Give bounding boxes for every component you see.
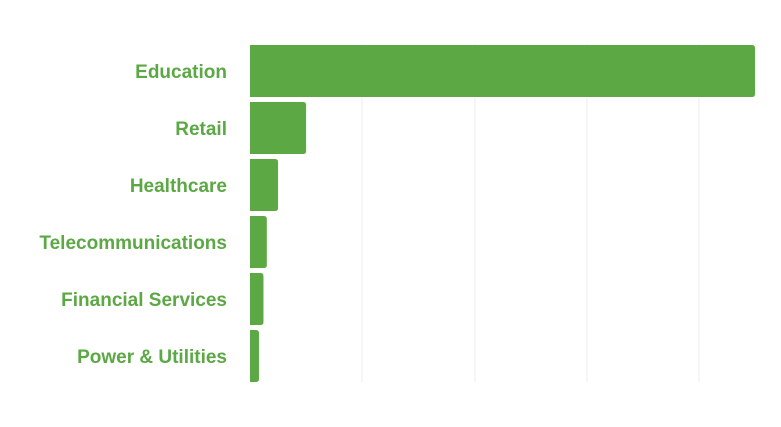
category-label: Financial Services [61, 290, 227, 311]
bar-healthcare [250, 159, 279, 211]
bar-telecommunications [250, 216, 267, 268]
bar-financial-services [250, 273, 264, 325]
bars [250, 45, 755, 382]
category-label: Power & Utilities [77, 347, 227, 368]
category-labels: Education Retail Healthcare Telecommunicati… [39, 62, 227, 368]
category-label: Healthcare [130, 176, 227, 197]
category-label: Telecommunications [39, 233, 227, 254]
bar-education [250, 45, 755, 97]
gridlines [361, 44, 700, 382]
category-label: Retail [175, 119, 227, 140]
category-label: Education [135, 62, 227, 83]
bar-power-utilities [250, 330, 259, 382]
bar-retail [250, 102, 307, 154]
